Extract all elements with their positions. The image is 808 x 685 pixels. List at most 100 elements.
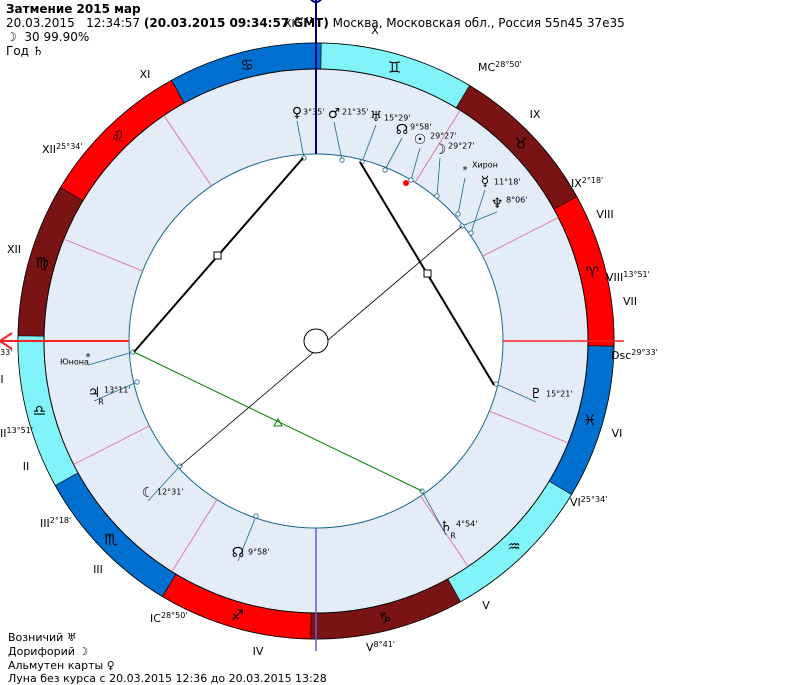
house-cusp-label: V8°41' — [366, 640, 395, 655]
local-date: 20.03.2015 — [6, 16, 75, 30]
house-cusp-label: IX2°18' — [571, 176, 603, 191]
house-cusp-line — [482, 217, 559, 257]
planet-pointer-line — [87, 351, 134, 366]
place: Москва, Московская обл., Россия 55n45 37… — [332, 16, 625, 30]
house-number: XII — [7, 243, 21, 256]
sign-glyph-icon: ♎ — [33, 401, 46, 419]
planet-degree-label: 29°27' — [448, 142, 475, 151]
house-number: IX — [530, 108, 541, 121]
house-cusp-label: XI8°41' — [284, 16, 316, 31]
house-cusp-label: III2°18' — [40, 516, 71, 531]
planet-degree-label: 11°18' — [494, 178, 521, 187]
footer-almuten: Альмутен карты ♀ — [8, 659, 115, 672]
doryphory-label: Дорифорий — [8, 645, 75, 658]
planet-pointer-line — [296, 120, 305, 159]
planet-glyph-icon: ☽ — [434, 142, 447, 158]
planet-pointer-line — [361, 124, 377, 163]
planet-degree-label: 29°27' — [430, 132, 457, 141]
planet-pointer-line — [495, 383, 537, 403]
planet-degree-label: 3°35' — [303, 108, 324, 117]
house-number: II — [23, 460, 30, 473]
house-cusp-label: MC28°50' — [478, 60, 522, 75]
planet-pointer-line — [237, 515, 257, 562]
planet-pointer-line — [333, 121, 343, 161]
planet-glyph-icon: ☊ — [396, 122, 408, 138]
year-ruler-icon: ♄ — [32, 44, 44, 58]
house-cusp-label: XII25°34' — [42, 142, 83, 157]
house-number: III — [93, 563, 103, 576]
planet-pointer-line — [421, 490, 447, 536]
sign-glyph-icon: ♉ — [514, 135, 527, 153]
house-number: X — [371, 24, 379, 37]
house-cusp-line — [489, 410, 569, 444]
house-cusp-line — [171, 499, 218, 572]
planet-glyph-icon: ♂ — [328, 106, 341, 122]
sign-glyph-icon: ♏ — [104, 530, 118, 548]
planet-degree-label: 13°11' — [104, 386, 131, 395]
house-number: XI — [140, 68, 151, 81]
sign-glyph-icon: ♈ — [586, 264, 599, 282]
asc-arrow-icon — [0, 332, 13, 350]
house-number: I — [0, 373, 3, 386]
retrograde-marker: R — [98, 398, 104, 407]
house-cusp-line — [73, 425, 150, 465]
planet-glyph-icon: ☉ — [414, 132, 427, 148]
sign-glyph-icon: ♒ — [507, 538, 520, 556]
planet-pointer-line — [470, 189, 486, 234]
moon-phase-icon: ☽ — [6, 30, 17, 44]
year-label: Год — [6, 44, 29, 58]
house-number: VII — [623, 295, 637, 308]
planet-glyph-icon: ♅ — [370, 109, 383, 125]
house-cusp-label: II13°51' — [0, 426, 33, 441]
moon-phase-text: 30 99.90% — [24, 30, 90, 44]
house-cusp-label: IC28°50' — [150, 611, 188, 626]
planet-pointer-line — [461, 211, 498, 227]
planet-pointer-line — [147, 465, 181, 502]
sign-glyph-icon: ♐ — [231, 606, 244, 624]
planet-glyph-icon: ♆ — [491, 196, 504, 212]
planet-glyph-icon: ☾ — [142, 485, 155, 501]
planet-tick-point — [434, 193, 440, 199]
house-cusp-label: Dsc29°33' — [611, 348, 658, 363]
footer-charioteer: Возничий ♅ — [8, 631, 77, 644]
planet-degree-label: Хирон — [472, 161, 498, 170]
planet-glyph-icon: ☊ — [232, 545, 244, 561]
charioteer-label: Возничий — [8, 631, 64, 644]
house-cusp-line — [414, 110, 461, 183]
footer-doryphory: Дорифорий ☽ — [8, 645, 88, 658]
square-aspect-icon — [423, 269, 432, 278]
planet-pointer-line — [384, 137, 403, 171]
planet-tick-point — [134, 379, 140, 385]
void-of-course-moon: Луна без курса с 20.03.2015 12:36 до 20.… — [8, 672, 327, 685]
planet-star-icon: * — [86, 352, 91, 363]
almuten-label: Альмутен карты — [8, 659, 104, 672]
sign-glyph-icon: ♋ — [240, 56, 253, 74]
planet-degree-label: 9°58' — [410, 123, 431, 132]
uranus-icon: ♅ — [66, 631, 77, 644]
house-cusp-line — [163, 115, 212, 187]
planet-tick-point — [455, 211, 461, 217]
house-number: VI — [612, 427, 623, 440]
planet-glyph-icon: ♄ — [440, 519, 453, 535]
planet-glyph-icon: ♃ — [88, 385, 101, 401]
house-number: V — [482, 599, 490, 612]
planet-pointer-line — [93, 381, 138, 402]
chart-title: Затмение 2015 мар — [6, 2, 141, 16]
planet-tick-point — [468, 230, 474, 236]
planet-degree-label: 21°35' — [342, 108, 369, 117]
trine-aspect-icon — [273, 417, 283, 427]
planet-degree-label: 12°31' — [157, 488, 184, 497]
planet-tick-point — [382, 167, 388, 173]
planet-degree-label: 15°29' — [384, 114, 411, 123]
square-aspect-icon — [213, 251, 222, 260]
sun-moon-point-icon — [403, 180, 409, 186]
planet-tick-point — [339, 157, 345, 163]
planet-pointer-line — [410, 147, 421, 181]
house-cusp-line — [63, 238, 143, 272]
sign-glyph-icon: ♍ — [35, 254, 48, 272]
datetime-line: 20.03.2015 12:34:57 (20.03.2015 09:34:57… — [6, 16, 625, 30]
year-line: Год ♄ — [6, 44, 44, 58]
house-number: VIII — [596, 208, 613, 221]
sign-glyph-icon: ♊ — [388, 59, 401, 77]
planet-degree-label: 9°58' — [248, 548, 269, 557]
